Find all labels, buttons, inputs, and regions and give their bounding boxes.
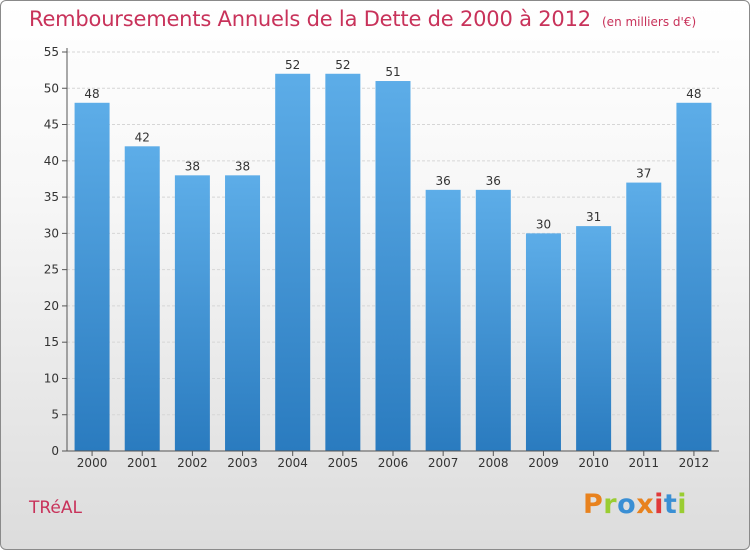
logo-letter: o — [617, 489, 637, 520]
bar-value-label: 36 — [436, 174, 451, 188]
bar-value-label: 30 — [536, 217, 551, 231]
x-tick-label: 2002 — [177, 456, 208, 470]
logo-letter: P — [583, 489, 604, 520]
bar-value-label: 52 — [285, 58, 300, 72]
bar-value-label: 51 — [385, 65, 400, 79]
y-tick-label: 15 — [44, 335, 59, 349]
bar — [525, 233, 561, 451]
bar-value-label: 31 — [586, 210, 601, 224]
bar — [74, 102, 110, 452]
bar — [475, 189, 511, 451]
bar-value-label: 38 — [235, 159, 250, 173]
y-tick-label: 45 — [44, 118, 59, 132]
axes — [62, 48, 719, 456]
x-tick-label: 2006 — [378, 456, 409, 470]
title-row: Remboursements Annuels de la Dette de 20… — [29, 7, 696, 31]
chart-unit: (en milliers d'€) — [602, 15, 697, 29]
x-tick-label: 2003 — [227, 456, 258, 470]
bar-value-label: 48 — [686, 87, 701, 101]
commune-name: TRéAL — [29, 498, 82, 518]
x-tick-label: 2005 — [328, 456, 359, 470]
y-tick-label: 30 — [44, 226, 59, 240]
x-tick-label: 2009 — [528, 456, 559, 470]
bar-value-label: 48 — [84, 87, 99, 101]
x-tick-label: 2001 — [127, 456, 158, 470]
bar — [225, 175, 261, 451]
bar-value-label: 42 — [135, 130, 150, 144]
y-tick-label: 55 — [44, 45, 59, 59]
logo-letter: i — [654, 489, 664, 520]
y-tick-label: 10 — [44, 371, 59, 385]
bars — [74, 73, 712, 452]
bar-value-label: 36 — [486, 174, 501, 188]
x-tick-label: 2010 — [578, 456, 609, 470]
logo-letter: x — [636, 489, 655, 520]
bar-value-label: 38 — [185, 159, 200, 173]
y-tick-label: 40 — [44, 154, 59, 168]
bar — [275, 73, 311, 451]
bar — [676, 102, 712, 452]
bar — [124, 146, 160, 452]
y-tick-label: 20 — [44, 299, 59, 313]
x-tick-label: 2012 — [679, 456, 710, 470]
proxiti-logo: Proxiti — [583, 489, 687, 520]
x-tick-label: 2004 — [277, 456, 308, 470]
chart-title: Remboursements Annuels de la Dette de 20… — [29, 7, 591, 31]
logo-letter: t — [663, 489, 678, 520]
bar — [174, 175, 210, 451]
x-tick-label: 2000 — [77, 456, 108, 470]
x-tick-label: 2008 — [478, 456, 509, 470]
bar-value-label: 52 — [335, 58, 350, 72]
bar — [425, 189, 461, 451]
bar — [325, 73, 361, 451]
bar — [576, 226, 612, 451]
y-tick-label: 5 — [51, 408, 59, 422]
logo-letter: r — [603, 489, 618, 520]
y-tick-label: 25 — [44, 263, 59, 277]
y-tick-label: 35 — [44, 190, 59, 204]
labels: 0 5 10 15 20 25 30 35 40 45 50 55 48 2000 42 2001 38 2002… — [44, 45, 709, 470]
bar — [375, 81, 411, 451]
y-tick-label: 50 — [44, 81, 59, 95]
logo-letter: i — [677, 489, 688, 520]
y-tick-label: 0 — [51, 444, 59, 458]
x-tick-label: 2007 — [428, 456, 459, 470]
bar-value-label: 37 — [636, 167, 651, 181]
x-tick-label: 2011 — [628, 456, 659, 470]
bar — [626, 182, 662, 451]
